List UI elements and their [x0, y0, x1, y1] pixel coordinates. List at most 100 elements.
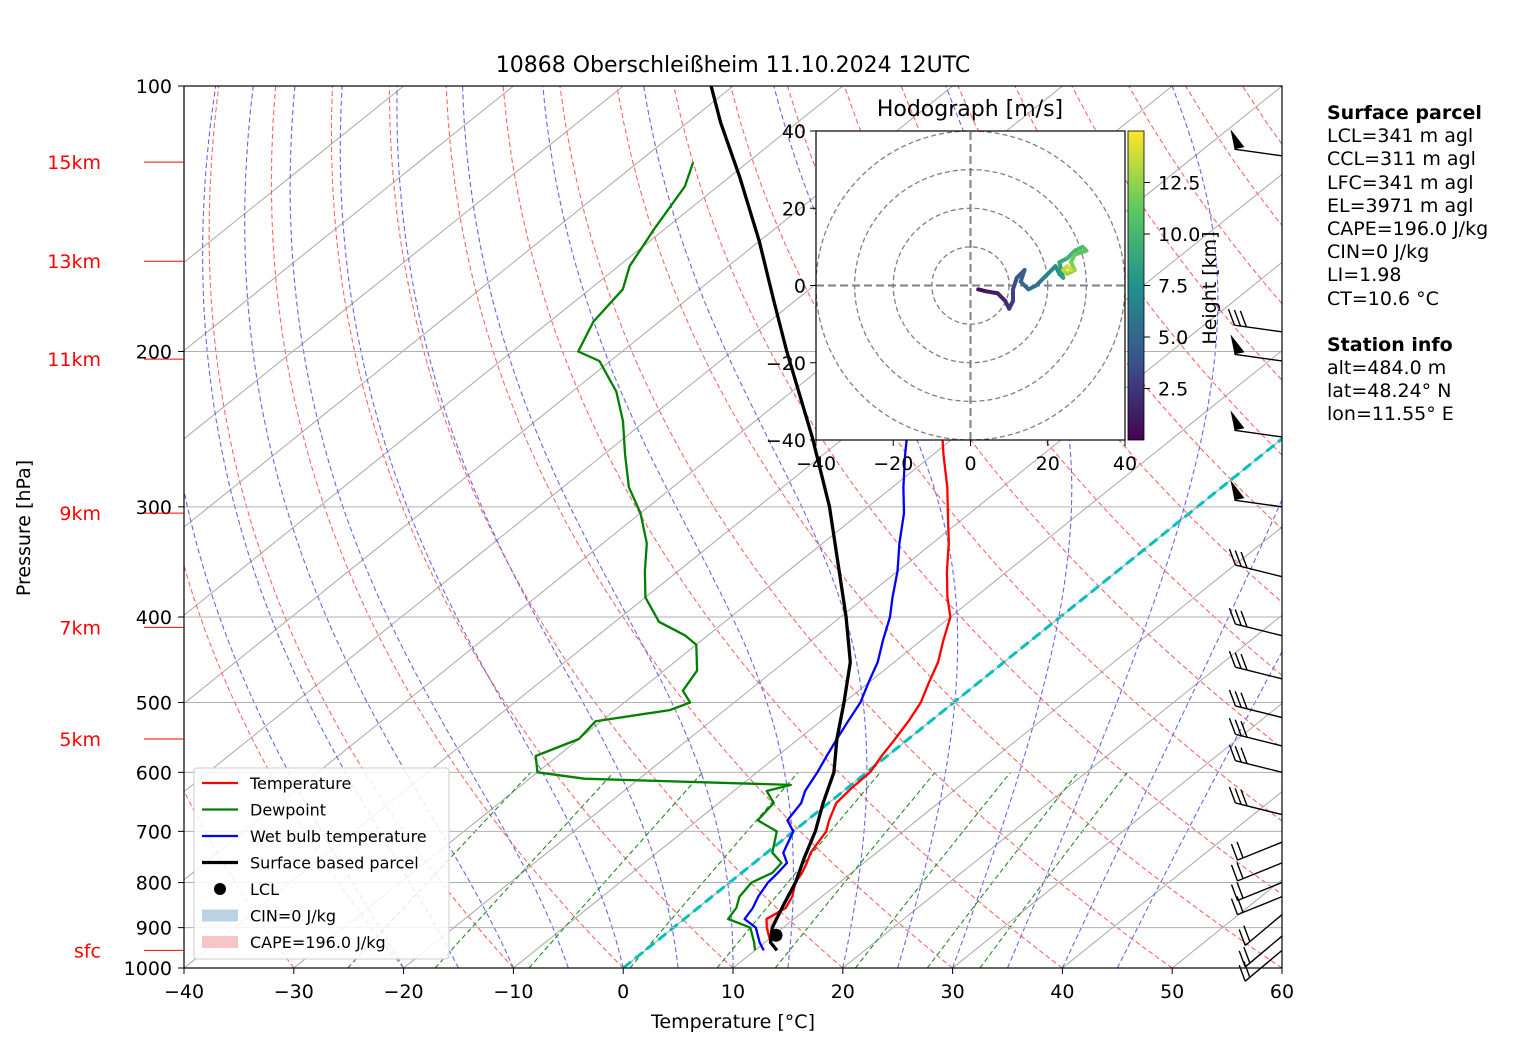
- surface-parcel-line: LI=1.98: [1327, 264, 1402, 287]
- legend-item: LCL: [214, 880, 279, 899]
- wind-barb-feather: [1240, 789, 1248, 807]
- height-label: 11km: [47, 349, 101, 371]
- wind-barb-feather: [1228, 650, 1237, 668]
- wind-barb-feather: [1234, 550, 1242, 567]
- wind-barb-staff: [1235, 666, 1283, 680]
- dry-adiabat-line: [616, 86, 1282, 968]
- wind-barb-feather: [1230, 884, 1239, 901]
- wind-barb-staff: [1237, 862, 1283, 882]
- y-tick-label: 100: [136, 76, 172, 98]
- legend-swatch: [202, 909, 238, 922]
- hodo-y-tick-label: 40: [782, 121, 806, 143]
- wind-barb: [1230, 841, 1283, 861]
- wind-barb: [1238, 935, 1283, 968]
- surface-parcel-line: CIN=0 J/kg: [1327, 241, 1430, 264]
- wind-barb-pennant: [1230, 129, 1245, 150]
- wind-barb-feather: [1230, 864, 1239, 882]
- wind-barb: [1228, 650, 1283, 680]
- wind-barb-feather: [1240, 692, 1248, 710]
- colorbar-label: Height [km]: [1199, 231, 1221, 344]
- wind-barb-feather: [1236, 841, 1244, 859]
- moist-adiabat-line: [202, 86, 459, 968]
- colorbar-tick-label: 5.0: [1158, 327, 1188, 349]
- wind-barb-staff: [1237, 881, 1283, 902]
- x-tick-label: −10: [493, 981, 533, 1003]
- dry-adiabat-line: [330, 86, 734, 968]
- wind-barb-staff: [1244, 935, 1283, 968]
- legend-item: CIN=0 J/kg: [202, 907, 336, 926]
- wind-barb: [1228, 689, 1283, 719]
- station-info-line: lat=48.24° N: [1327, 380, 1452, 403]
- surface-parcel-line: CCL=311 m agl: [1327, 148, 1476, 171]
- wind-barb-staff: [1234, 429, 1283, 438]
- y-axis-label: Pressure [hPa]: [13, 460, 35, 596]
- dry-adiabat-line: [388, 86, 844, 968]
- isotherm-line: [732, 526, 1282, 968]
- wind-barb: [1228, 607, 1283, 637]
- hodo-x-tick-label: 40: [1113, 453, 1137, 475]
- x-axis-label: Temperature [°C]: [650, 1011, 815, 1033]
- isotherm-line: [184, 86, 844, 616]
- wind-barb-feather: [1228, 607, 1237, 625]
- dry-adiabat-line: [445, 86, 953, 968]
- wind-barb-feather: [1234, 788, 1242, 805]
- wind-barb-feather: [1228, 786, 1237, 804]
- wind-barb-feather: [1236, 862, 1244, 879]
- legend-box: [193, 767, 450, 960]
- cape-shading: [766, 769, 873, 941]
- wind-barb-staff: [1244, 914, 1283, 947]
- wind-barb-feather: [1236, 896, 1244, 913]
- dry-adiabat-line: [270, 86, 624, 968]
- hodo-x-tick-label: −20: [873, 453, 913, 475]
- height-label: 13km: [47, 251, 101, 273]
- hodo-y-tick-label: −20: [766, 353, 806, 375]
- wind-barb-feather: [1234, 745, 1242, 763]
- mixing-ratio-line: [716, 771, 881, 968]
- hodograph-segment: [1010, 275, 1019, 292]
- wind-barb: [1230, 862, 1283, 882]
- colorbar-tick-label: 10.0: [1158, 224, 1200, 246]
- y-tick-label: 400: [136, 607, 172, 629]
- wind-barb-staff: [1235, 564, 1283, 578]
- wind-barb-feather: [1240, 653, 1248, 671]
- info-panel: Surface parcel LCL=341 m agl CCL=311 m a…: [1327, 102, 1488, 427]
- y-tick-label: 300: [136, 497, 172, 519]
- height-label: 9km: [59, 503, 101, 525]
- wind-barb-feather: [1230, 898, 1239, 915]
- surface-parcel-line: CT=10.6 °C: [1327, 287, 1439, 310]
- colorbar-tick-label: 12.5: [1158, 173, 1200, 195]
- wind-barb-pennant: [1230, 334, 1245, 355]
- hodograph-segment: [1072, 248, 1089, 257]
- height-label: 15km: [47, 152, 101, 174]
- surface-parcel-heading: Surface parcel: [1327, 102, 1482, 124]
- isotherm-line: [513, 349, 1282, 968]
- x-tick-label: −20: [384, 981, 424, 1003]
- wind-barb: [1227, 308, 1283, 333]
- wind-barb: [1238, 949, 1283, 982]
- wind-barb-feather: [1234, 691, 1242, 708]
- legend-item: Wet bulb temperature: [202, 827, 427, 846]
- surface-parcel-line: LFC=341 m agl: [1327, 171, 1474, 194]
- moist-adiabat-line: [1116, 650, 1282, 968]
- wind-barb-feather: [1234, 609, 1242, 626]
- hodograph: Hodograph [m/s] −40−40 −20 −20 0 0 20 20 40 40 2…: [766, 97, 1221, 475]
- moist-adiabat-line: [542, 86, 794, 968]
- x-tick-label: −40: [164, 981, 204, 1003]
- hodograph-segment: [1018, 268, 1027, 284]
- surface-parcel-line: EL=3971 m agl: [1327, 194, 1474, 217]
- legend-label: LCL: [250, 880, 279, 899]
- isotherm-line: [184, 86, 1063, 793]
- x-tick-label: 20: [831, 981, 855, 1003]
- wind-barb-feather: [1234, 652, 1242, 669]
- y-tick-label: 700: [136, 821, 172, 843]
- x-axis-ticks: −40 −30 −20 −10 0 10 20 30 40 50 60: [164, 968, 1294, 1003]
- wind-barb-pennant: [1230, 480, 1245, 501]
- wind-barb-feather: [1243, 925, 1251, 942]
- lcl-marker: [769, 928, 783, 942]
- wind-barb-staff: [1234, 353, 1283, 362]
- wind-barb-feather: [1238, 929, 1246, 946]
- wind-barb-feather: [1240, 610, 1248, 628]
- wind-barb-staff: [1235, 705, 1283, 719]
- hodo-x-tick-label: 20: [1036, 453, 1060, 475]
- dry-adiabat-line: [502, 86, 1063, 968]
